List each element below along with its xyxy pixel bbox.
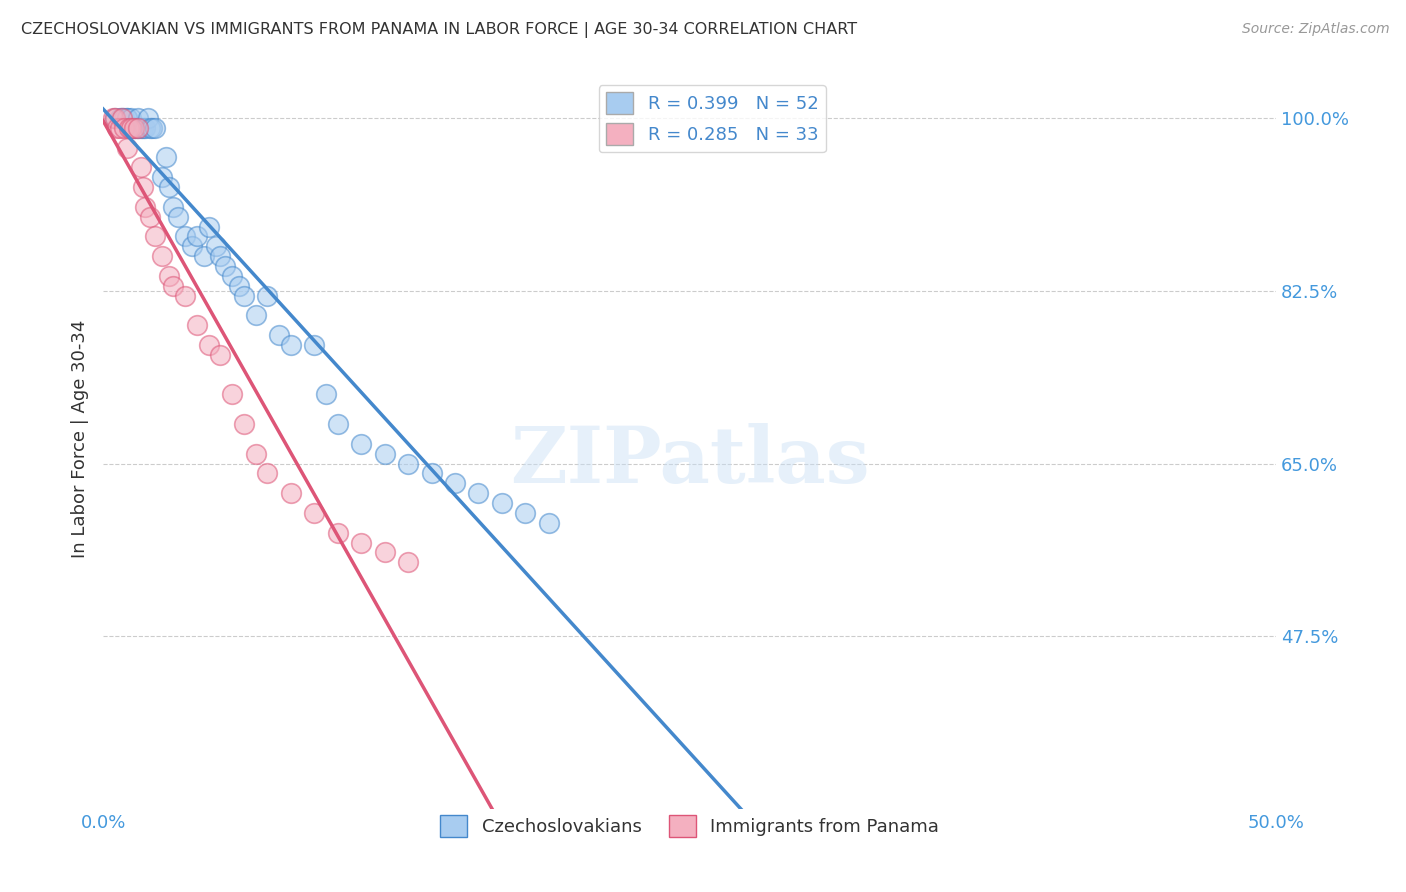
Point [197, 338, 219, 352]
Point [139, 120, 162, 135]
Point [125, 120, 148, 135]
Point [157, 180, 180, 194]
Point [515, 506, 537, 520]
Point [204, 239, 226, 253]
Point [209, 249, 232, 263]
Point [245, 447, 267, 461]
Point [350, 436, 373, 450]
Legend: Czechoslovakians, Immigrants from Panama: Czechoslovakians, Immigrants from Panama [433, 808, 946, 845]
Point [120, 111, 142, 125]
Point [104, 111, 127, 125]
Point [396, 457, 419, 471]
Point [209, 348, 232, 362]
Point [139, 210, 162, 224]
Point [444, 476, 467, 491]
Point [374, 545, 396, 559]
Point [115, 111, 138, 125]
Point [120, 120, 142, 135]
Point [141, 120, 163, 135]
Point [280, 486, 302, 500]
Point [197, 219, 219, 234]
Point [174, 288, 197, 302]
Point [111, 111, 134, 125]
Point [129, 161, 152, 175]
Point [132, 180, 155, 194]
Point [420, 467, 443, 481]
Point [162, 200, 184, 214]
Point [193, 249, 215, 263]
Text: CZECHOSLOVAKIAN VS IMMIGRANTS FROM PANAMA IN LABOR FORCE | AGE 30-34 CORRELATION: CZECHOSLOVAKIAN VS IMMIGRANTS FROM PANAM… [21, 22, 858, 38]
Point [134, 200, 156, 214]
Point [150, 249, 173, 263]
Point [132, 120, 155, 135]
Point [214, 259, 236, 273]
Point [127, 111, 149, 125]
Point [467, 486, 489, 500]
Point [315, 387, 337, 401]
Point [143, 229, 166, 244]
Point [396, 555, 419, 569]
Point [115, 111, 138, 125]
Point [232, 288, 254, 302]
Point [256, 467, 278, 481]
Point [537, 516, 560, 530]
Point [221, 387, 243, 401]
Y-axis label: In Labor Force | Age 30-34: In Labor Force | Age 30-34 [72, 319, 89, 558]
Point [245, 309, 267, 323]
Point [115, 140, 138, 154]
Point [280, 338, 302, 352]
Point [374, 447, 396, 461]
Point [232, 417, 254, 431]
Point [186, 318, 208, 333]
Point [302, 338, 325, 352]
Point [186, 229, 208, 244]
Point [228, 278, 250, 293]
Point [162, 278, 184, 293]
Point [143, 120, 166, 135]
Point [326, 417, 349, 431]
Point [256, 288, 278, 302]
Point [127, 120, 149, 135]
Point [181, 239, 204, 253]
Point [112, 120, 135, 135]
Point [167, 210, 190, 224]
Point [127, 120, 149, 135]
Point [221, 268, 243, 283]
Point [150, 170, 173, 185]
Point [350, 535, 373, 549]
Point [302, 506, 325, 520]
Point [155, 150, 177, 164]
Point [267, 328, 290, 343]
Point [112, 111, 135, 125]
Point [122, 120, 145, 135]
Point [134, 120, 156, 135]
Point [120, 120, 142, 135]
Point [491, 496, 513, 510]
Point [105, 120, 128, 135]
Point [118, 120, 141, 135]
Point [157, 268, 180, 283]
Point [174, 229, 197, 244]
Point [129, 120, 152, 135]
Point [111, 111, 134, 125]
Point [122, 120, 145, 135]
Text: ZIPatlas: ZIPatlas [510, 423, 869, 499]
Point [118, 120, 141, 135]
Text: Source: ZipAtlas.com: Source: ZipAtlas.com [1241, 22, 1389, 37]
Point [108, 111, 131, 125]
Point [136, 111, 159, 125]
Point [104, 111, 127, 125]
Point [326, 525, 349, 540]
Point [101, 111, 124, 125]
Point [108, 120, 131, 135]
